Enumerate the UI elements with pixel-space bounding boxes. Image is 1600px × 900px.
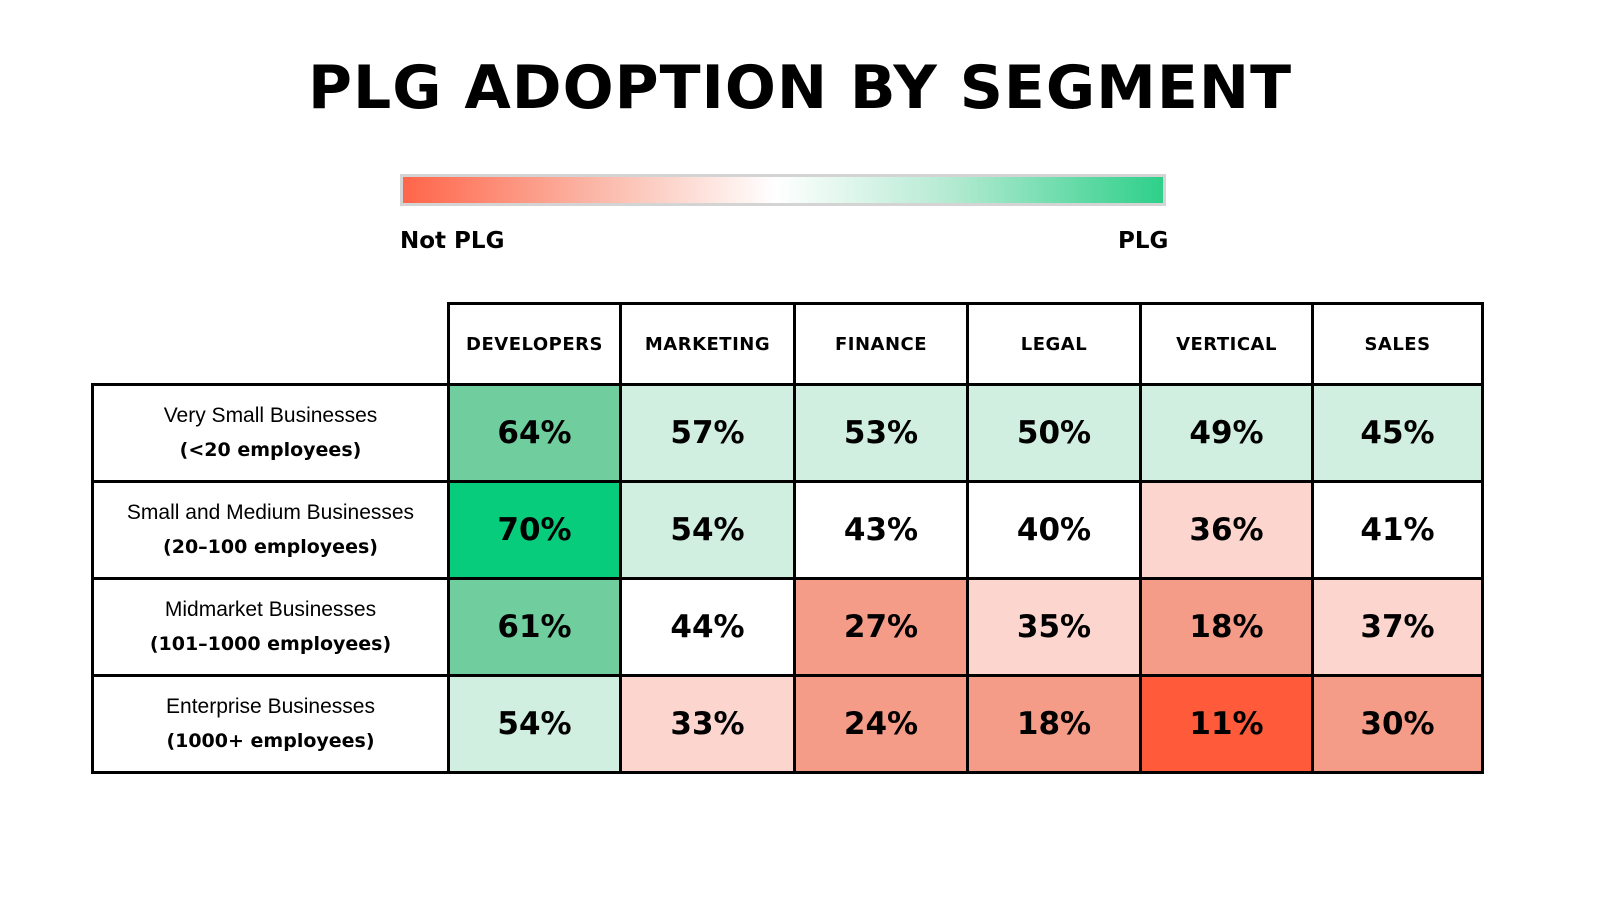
heat-cell: 57% <box>619 383 796 483</box>
table-row: Small and Medium Businesses (20–100 emplo… <box>91 480 1484 580</box>
row-segment-name: Enterprise Businesses <box>166 695 375 718</box>
heat-cell: 70% <box>447 480 622 580</box>
table-row: Enterprise Businesses (1000+ employees) 54… <box>91 674 1484 774</box>
heat-cell: 24% <box>793 674 969 774</box>
heat-cell: 41% <box>1311 480 1484 580</box>
heat-cell: 49% <box>1139 383 1314 483</box>
heat-cell: 18% <box>966 674 1142 774</box>
heat-cell: 53% <box>793 383 969 483</box>
column-header-sales: SALES <box>1311 302 1484 386</box>
heat-cell: 43% <box>793 480 969 580</box>
heat-cell: 36% <box>1139 480 1314 580</box>
table-row: Midmarket Businesses (101–1000 employees)… <box>91 577 1484 677</box>
heat-cell: 54% <box>447 674 622 774</box>
heat-cell: 50% <box>966 383 1142 483</box>
table-row: Very Small Businesses (<20 employees) 64% 5… <box>91 383 1484 483</box>
heat-cell: 35% <box>966 577 1142 677</box>
heat-cell: 64% <box>447 383 622 483</box>
heat-cell: 54% <box>619 480 796 580</box>
scale-low-label: Not PLG <box>400 228 505 254</box>
heat-cell: 37% <box>1311 577 1484 677</box>
chart-title: PLG ADOPTION BY SEGMENT <box>308 53 1292 123</box>
row-header: Very Small Businesses (<20 employees) <box>91 383 450 483</box>
heat-cell: 33% <box>619 674 796 774</box>
heat-cell: 61% <box>447 577 622 677</box>
heat-cell: 40% <box>966 480 1142 580</box>
heat-cell: 18% <box>1139 577 1314 677</box>
row-header: Small and Medium Businesses (20–100 emplo… <box>91 480 450 580</box>
heatmap-table: DEVELOPERS MARKETING FINANCE LEGAL VERTICAL S… <box>91 302 1484 774</box>
row-segment-name: Midmarket Businesses <box>164 598 377 621</box>
corner-cell <box>93 304 449 385</box>
heat-cell: 30% <box>1311 674 1484 774</box>
heatmap-body: Very Small Businesses (<20 employees) 64% 5… <box>91 383 1484 774</box>
heat-cell: 44% <box>619 577 796 677</box>
heat-cell: 27% <box>793 577 969 677</box>
scale-high-label: PLG <box>1118 228 1169 254</box>
column-header-vertical: VERTICAL <box>1139 302 1314 386</box>
column-header-finance: FINANCE <box>793 302 969 386</box>
heat-cell: 45% <box>1311 383 1484 483</box>
row-segment-name: Small and Medium Businesses <box>126 501 415 524</box>
row-segment-name: Very Small Businesses <box>163 404 378 427</box>
color-scale-bar <box>400 174 1166 206</box>
row-header: Midmarket Businesses (101–1000 employees) <box>91 577 450 677</box>
row-header: Enterprise Businesses (1000+ employees) <box>91 674 450 774</box>
row-segment-size: (101–1000 employees) <box>149 633 392 655</box>
column-header-legal: LEGAL <box>966 302 1142 386</box>
column-header-developers: DEVELOPERS <box>447 302 622 386</box>
row-segment-size: (1000+ employees) <box>166 730 375 752</box>
color-scale-legend <box>400 174 1168 206</box>
row-segment-size: (20–100 employees) <box>163 536 378 558</box>
column-header-row: DEVELOPERS MARKETING FINANCE LEGAL VERTICAL S… <box>93 302 1484 386</box>
row-segment-size: (<20 employees) <box>179 439 362 461</box>
column-header-marketing: MARKETING <box>619 302 796 386</box>
heat-cell: 11% <box>1139 674 1314 774</box>
